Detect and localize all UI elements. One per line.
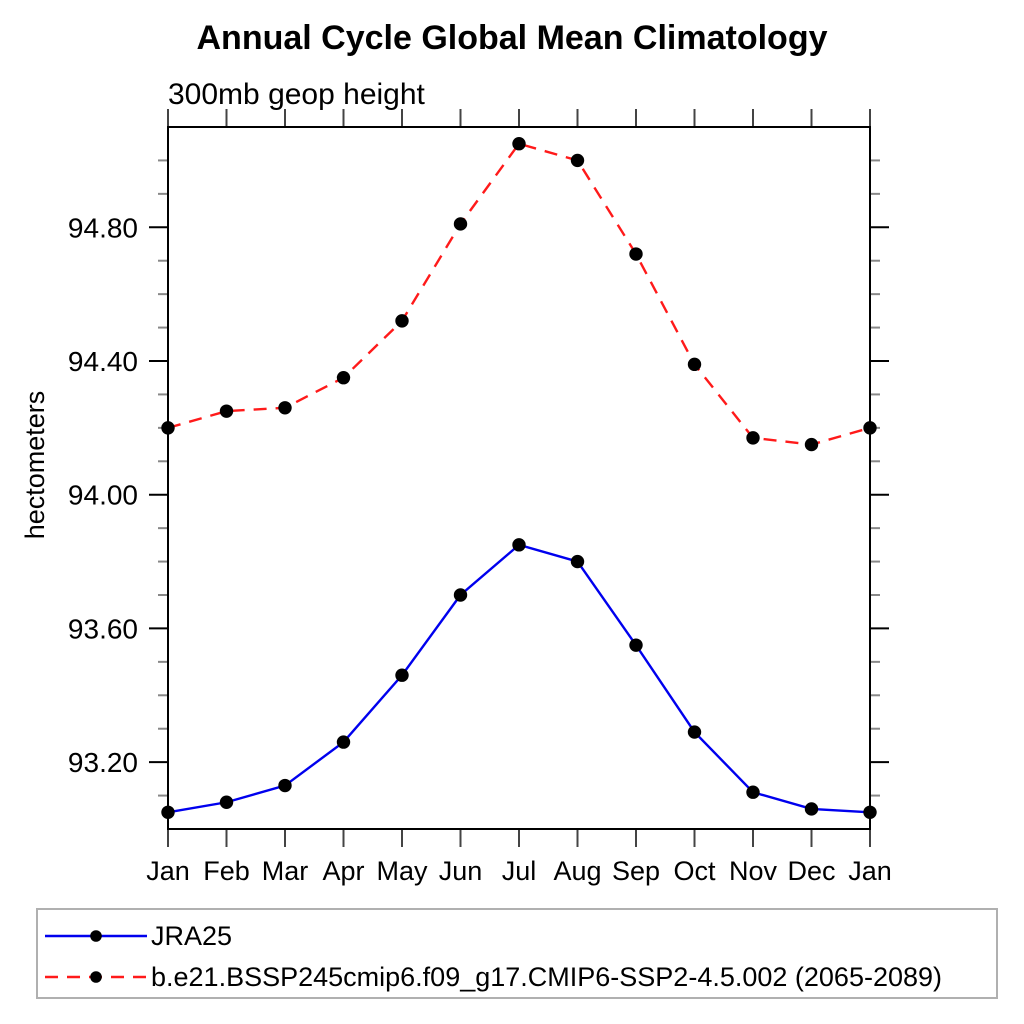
data-point-marker	[278, 401, 292, 415]
legend-marker-0	[90, 930, 102, 942]
data-point-marker	[336, 735, 351, 749]
x-tick-label: Oct	[673, 856, 716, 886]
data-point-marker	[863, 421, 877, 435]
legend: JRA25 b.e21.BSSP245cmip6.f09_g17.CMIP6-SS…	[36, 908, 998, 999]
data-series	[161, 137, 877, 819]
chart-title: Annual Cycle Global Mean Climatology	[197, 19, 828, 57]
data-point-marker	[278, 778, 292, 793]
axis-tick-labels: Jan Feb Mar Apr May Jun Jul Aug Sep Oct Nov Dec Jan 9…	[68, 212, 892, 886]
y-tick-label: 93.60	[68, 613, 138, 644]
data-point-marker	[219, 795, 234, 809]
data-point-marker	[219, 404, 234, 418]
x-tick-label: Apr	[322, 856, 364, 886]
data-point-marker	[629, 247, 643, 261]
data-point-marker	[336, 371, 351, 385]
data-point-marker	[746, 431, 760, 445]
x-tick-label: Dec	[787, 856, 835, 886]
series-line-0	[167, 543, 871, 814]
data-point-marker	[863, 805, 877, 819]
x-tick-label: Feb	[203, 856, 250, 886]
chart-subtitle: 300mb geop height	[168, 78, 426, 111]
legend-label-0: JRA25	[151, 921, 232, 951]
y-axis-label: hectometers	[20, 391, 50, 540]
data-point-marker	[161, 421, 175, 435]
data-point-marker	[570, 554, 585, 569]
x-tick-label: Jun	[439, 856, 483, 886]
y-tick-label: 94.40	[68, 346, 138, 377]
data-point-marker	[453, 217, 468, 231]
data-point-marker	[512, 538, 526, 552]
data-point-marker	[570, 153, 585, 168]
legend-marker-1	[90, 971, 102, 983]
data-point-marker	[804, 437, 819, 452]
data-point-marker	[395, 668, 409, 682]
data-point-marker	[687, 725, 702, 739]
data-point-marker	[629, 638, 643, 652]
plot-frame	[167, 126, 871, 830]
data-point-marker	[746, 785, 760, 799]
data-point-marker	[687, 357, 702, 372]
x-tick-label: Sep	[612, 856, 660, 886]
x-tick-label: Mar	[262, 856, 309, 886]
x-tick-label: Jan	[848, 856, 892, 886]
series-line-1	[167, 142, 871, 446]
x-tick-label: Nov	[729, 856, 778, 886]
legend-label-1: b.e21.BSSP245cmip6.f09_g17.CMIP6-SSP2-4.…	[151, 962, 942, 992]
x-tick-label: Jan	[146, 856, 190, 886]
y-tick-label: 94.00	[68, 480, 138, 511]
axis-ticks	[149, 109, 889, 847]
data-point-marker	[804, 802, 819, 816]
x-tick-label: May	[376, 856, 428, 886]
y-tick-label: 94.80	[68, 212, 138, 243]
data-point-marker	[512, 137, 526, 151]
data-point-marker	[453, 588, 468, 602]
x-tick-label: Jul	[502, 856, 537, 886]
data-point-marker	[161, 805, 175, 819]
legend-box	[36, 908, 998, 999]
axis-frame	[167, 126, 871, 830]
data-point-marker	[395, 314, 409, 328]
x-tick-label: Aug	[553, 856, 601, 886]
y-tick-label: 93.20	[68, 747, 138, 778]
